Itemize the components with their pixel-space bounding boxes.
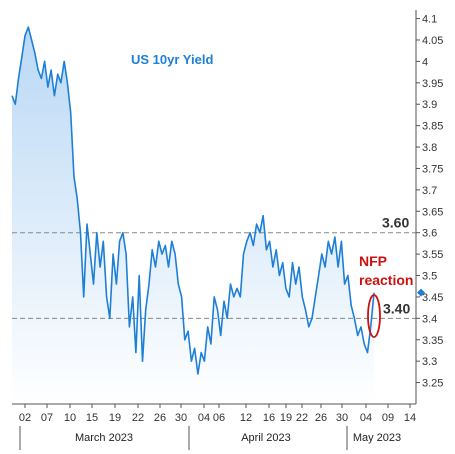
x-tick-label: 19 (109, 412, 121, 424)
x-tick-label: 19 (280, 412, 292, 424)
month-label: May 2023 (353, 432, 401, 444)
y-tick-label: 3.3 (422, 356, 437, 368)
y-tick-label: 3.8 (422, 142, 437, 154)
x-tick-label: 30 (175, 412, 187, 424)
annotation-layer: NFP reaction (359, 253, 413, 338)
x-tick-label: 22 (296, 412, 308, 424)
series-area (12, 27, 374, 404)
level-layer: 3.60 3.40 (12, 215, 416, 319)
y-tick-label: 3.7 (422, 185, 437, 197)
line-layer (11, 26, 375, 375)
x-tick-label: 04 (360, 412, 372, 424)
y-tick-label: 4 (422, 56, 428, 68)
x-tick-label: 26 (154, 412, 166, 424)
annotation-line: NFP (359, 253, 387, 269)
y-tick-label: 4.05 (422, 35, 443, 47)
x-tick-label: 06 (213, 412, 225, 424)
x-tick-label: 30 (336, 412, 348, 424)
y-tick-label: 3.65 (422, 206, 443, 218)
month-label: March 2023 (75, 432, 133, 444)
y-tick-label: 3.75 (422, 163, 443, 175)
level-label: 3.40 (383, 300, 410, 316)
last-price-marker (417, 288, 425, 297)
y-tick-label: 4.1 (422, 14, 437, 26)
y-tick-label: 3.6 (422, 228, 437, 240)
axis-layer: 4.1 4.05 4 3.95 3.9 3.85 3.8 3.75 3.7 3.65 3.6 3.55… (12, 10, 443, 450)
y-tick-label: 3.45 (422, 292, 443, 304)
x-tick-label: 15 (86, 412, 98, 424)
y-tick-label: 3.95 (422, 78, 443, 90)
x-tick-label: 12 (240, 412, 252, 424)
x-tick-label: 07 (41, 412, 53, 424)
y-tick-label: 3.55 (422, 249, 443, 261)
series-line (11, 26, 375, 375)
x-tick-label: 16 (263, 412, 275, 424)
area-layer (12, 27, 374, 404)
y-tick-label: 3.85 (422, 121, 443, 133)
level-label: 3.60 (382, 215, 409, 231)
nfp-highlight-ellipse (367, 294, 381, 338)
x-tick-label: 09 (382, 412, 394, 424)
annotation-line: reaction (359, 272, 413, 288)
x-tick-label: 04 (198, 412, 210, 424)
x-tick-label: 22 (132, 412, 144, 424)
x-tick-label: 14 (404, 412, 416, 424)
x-tick-label: 02 (19, 412, 31, 424)
x-tick-label: 10 (64, 412, 76, 424)
chart-title: US 10yr Yield (131, 52, 213, 67)
y-tick-label: 3.4 (422, 313, 437, 325)
y-tick-label: 3.9 (422, 99, 437, 111)
x-tick-label: 26 (315, 412, 327, 424)
y-tick-label: 3.25 (422, 378, 443, 390)
month-label: April 2023 (241, 432, 291, 444)
y-tick-label: 3.35 (422, 335, 443, 347)
y-tick-label: 3.5 (422, 271, 437, 283)
